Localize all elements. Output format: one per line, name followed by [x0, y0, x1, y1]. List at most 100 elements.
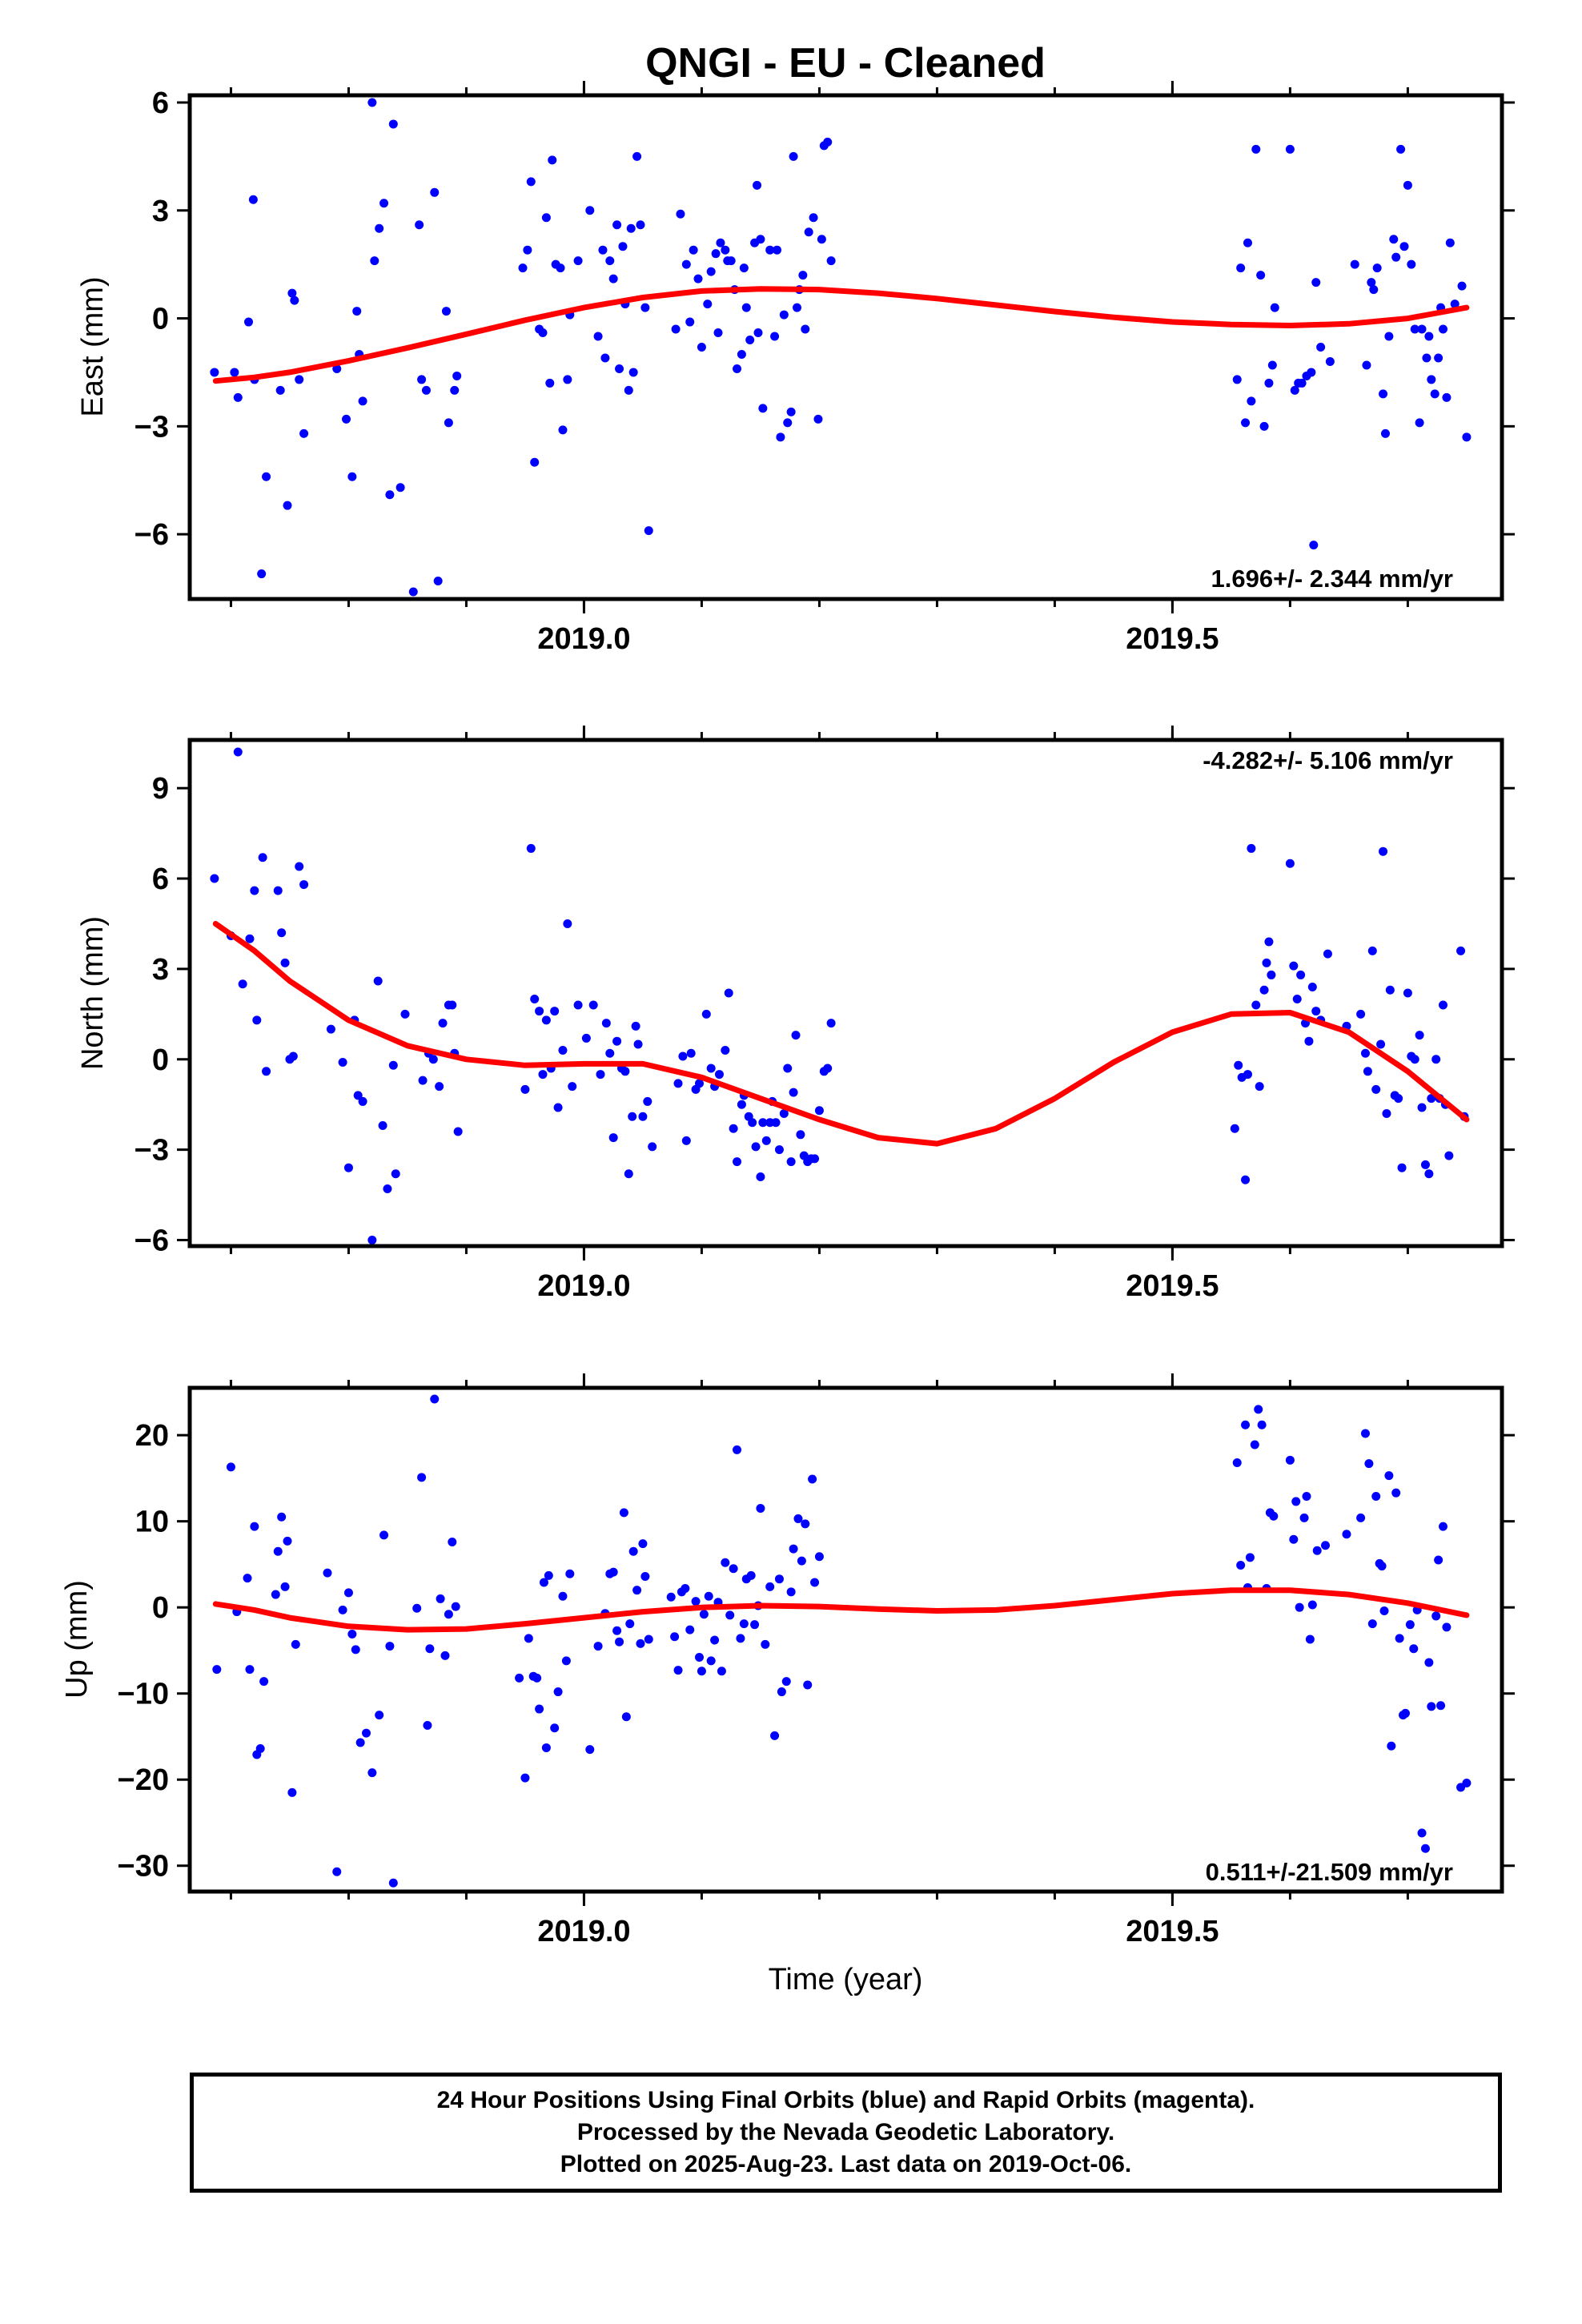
panel-up-data-point	[1232, 1458, 1242, 1468]
panel-east-data-point	[573, 256, 583, 266]
panel-north-data-point	[761, 1136, 771, 1145]
panel-east-data-point	[593, 332, 603, 341]
panel-up-data-point	[558, 1591, 568, 1601]
panel-up-data-point	[1405, 1620, 1415, 1630]
panel-up-data-point	[561, 1656, 571, 1666]
panel-east-data-point	[741, 303, 751, 312]
panel-up-data-point	[544, 1570, 553, 1580]
panel-east-data-point	[1445, 238, 1455, 247]
panel-up-data-point	[1254, 1405, 1263, 1414]
panel-north-data-point	[338, 1058, 347, 1068]
panel-east-data-point	[558, 425, 568, 435]
panel-up-data-point	[520, 1773, 530, 1783]
panel-north-data-point	[233, 747, 243, 757]
panel-up-ytick-label: −30	[118, 1850, 169, 1884]
panel-up-data-point	[803, 1680, 813, 1690]
panel-up-data-point	[361, 1728, 371, 1738]
panel-up-data-point	[1424, 1658, 1434, 1667]
panel-north-data-point	[686, 1048, 696, 1058]
panel-north-rate: -4.282+/- 5.106 mm/yr	[1203, 746, 1453, 774]
panel-north-data-point	[628, 1112, 637, 1121]
panel-east-data-point	[1450, 300, 1460, 309]
panel-east-data-point	[745, 336, 755, 345]
panel-north-data-point	[250, 886, 259, 895]
panel-north-data-point	[681, 1136, 691, 1145]
panel-east-data-point	[826, 256, 836, 266]
panel-north-data-point	[631, 1021, 640, 1031]
panel-north-data-point	[605, 1048, 615, 1058]
panel-east-data-point	[753, 180, 762, 190]
panel-east-data-point	[753, 328, 763, 338]
panel-up-data-point	[1291, 1497, 1301, 1506]
panel-east-data-point	[636, 220, 645, 230]
panel-up-data-point	[670, 1632, 680, 1642]
panel-up-xtick-label: 2019.0	[537, 1915, 630, 1948]
panel-north-data-point	[1356, 1009, 1366, 1019]
panel-east-data-point	[452, 371, 462, 380]
panel-east-data-point	[786, 407, 796, 416]
panel-north-data-point	[1243, 1070, 1252, 1080]
panel-north-data-point	[1427, 1094, 1436, 1104]
panel-up-data-point	[1364, 1459, 1374, 1469]
panel-east-data-point	[773, 245, 782, 255]
panel-east-xtick-label: 2019.0	[537, 622, 630, 656]
panel-east-data-point	[770, 332, 780, 341]
panel-east-data-point	[1325, 356, 1335, 366]
panel-up-data-point	[273, 1546, 283, 1556]
panel-up-data-point	[789, 1544, 798, 1554]
footer-line-2: Processed by the Nevada Geodetic Laborat…	[576, 2119, 1115, 2145]
panel-up-rate: 0.511+/-21.509 mm/yr	[1206, 1858, 1453, 1886]
panel-north-data-point	[238, 979, 247, 989]
panel-east-data-point	[1232, 375, 1242, 384]
footer-note-box: 24 Hour Positions Using Final Orbits (bl…	[190, 2073, 1502, 2193]
panel-up-data-point	[673, 1666, 683, 1675]
panel-north-data-point	[624, 1169, 633, 1179]
panel-north-data-point	[453, 1127, 463, 1136]
chart-title: QNGI - EU - Cleaned	[645, 40, 1046, 86]
panel-east-data-point	[1427, 375, 1436, 384]
panel-north-data-point	[620, 1067, 630, 1076]
panel-up-data-point	[1269, 1511, 1279, 1521]
panel-north-data-point	[694, 1079, 704, 1088]
panel-up-data-point	[226, 1462, 235, 1472]
panel-north-data-point	[758, 1118, 768, 1128]
panel-north-data-point	[273, 886, 283, 895]
panel-east-data-point	[1256, 271, 1266, 280]
panel-north-data-point	[520, 1084, 530, 1094]
panel-north-data-point	[1251, 1000, 1261, 1010]
panel-east-data-point	[430, 187, 440, 197]
panel-up-data-point	[355, 1738, 365, 1747]
panel-east-data-point	[1309, 541, 1319, 550]
panel-north-data-point	[535, 1007, 544, 1016]
panel-east-ytick-label: 3	[152, 195, 169, 228]
panel-north-data-point	[373, 976, 383, 986]
panel-up-data-point	[1395, 1634, 1404, 1643]
panel-east-data-point	[385, 490, 395, 500]
panel-north-data-point	[783, 1063, 793, 1073]
panel-north-data-point	[1382, 1108, 1391, 1118]
panel-east-data-point	[1380, 428, 1390, 438]
panel-east-data-point	[685, 317, 695, 327]
panel-up-data-point	[808, 1474, 817, 1484]
panel-up-data-point	[212, 1665, 222, 1675]
panel-east-data-point	[697, 343, 706, 352]
panel-east-ytick-label: −6	[135, 518, 169, 552]
panel-north-data-point	[391, 1169, 400, 1179]
panel-up-data-point	[608, 1567, 618, 1577]
panel-up-data-point	[385, 1642, 395, 1651]
panel-north-data-point	[358, 1096, 367, 1106]
panel-north-data-point	[1431, 1055, 1441, 1064]
panel-up-data-point	[1356, 1513, 1366, 1522]
panel-up-data-point	[625, 1619, 635, 1629]
panel-east-data-point	[801, 324, 810, 334]
panel-north-data-point	[810, 1154, 820, 1164]
panel-up-data-point	[1299, 1513, 1309, 1522]
panel-north-data-point	[530, 995, 540, 1004]
panel-east-data-point	[299, 428, 309, 438]
panel-north-data-point	[638, 1112, 648, 1121]
panel-up-data-point	[756, 1504, 765, 1514]
panel-east-data-point	[615, 364, 624, 373]
panel-north-data-point	[826, 1019, 836, 1028]
panel-east-data-point	[1403, 180, 1412, 190]
panel-up-data-point	[793, 1514, 803, 1523]
